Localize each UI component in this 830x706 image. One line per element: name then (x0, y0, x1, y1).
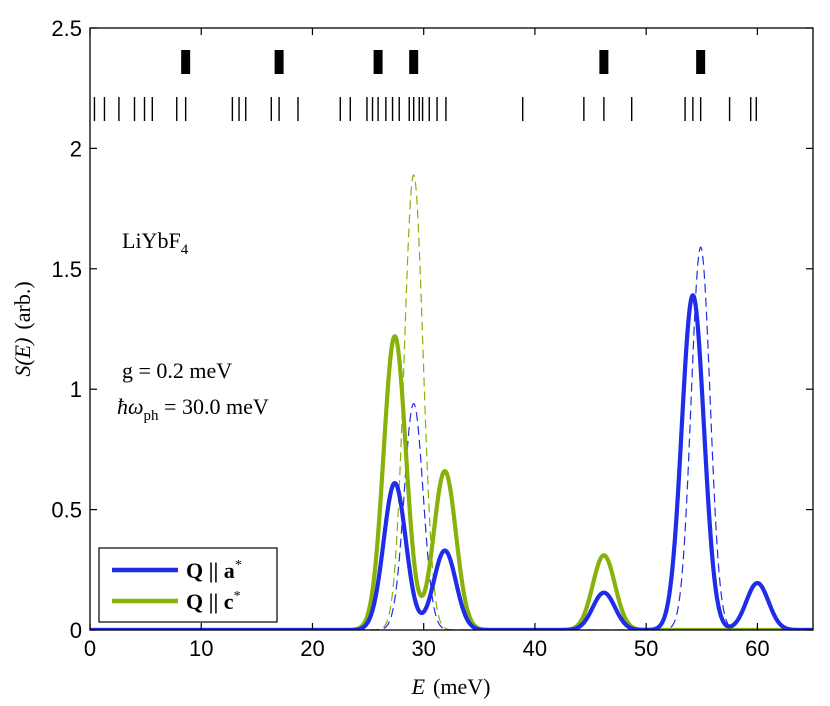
energy-level-ticks (93, 50, 757, 121)
x-tick-label-0: 0 (84, 636, 96, 661)
x-tick-label-5: 50 (634, 636, 658, 661)
y-tick-label-1: 0.5 (51, 498, 82, 523)
legend-box (98, 547, 278, 623)
thick-level-tick-2 (373, 50, 383, 74)
y-tick-label-0: 0 (70, 618, 82, 643)
y-tick-label-3: 1.5 (51, 257, 82, 282)
x-tick-label-3: 30 (411, 636, 435, 661)
x-tick-label-6: 60 (745, 636, 769, 661)
thick-level-tick-3 (409, 50, 419, 74)
x-tick-label-4: 40 (523, 636, 547, 661)
legend: Q || a* Q || c* (98, 547, 278, 623)
series-line-0 (90, 293, 813, 630)
y-tick-label-4: 2 (70, 136, 82, 161)
x-axis-title: E (meV) (411, 674, 491, 699)
axis-ticks (89, 27, 813, 631)
x-tick-label-2: 20 (300, 636, 324, 661)
legend-label-a: Q || a* (186, 558, 242, 583)
plot-frame (89, 27, 814, 631)
y-tick-label-5: 2.5 (51, 16, 82, 41)
y-axis-title: S(E)(arb.) (10, 281, 35, 376)
phonon-annotation: ħωph = 30.0 meV (117, 394, 269, 424)
thick-level-tick-0 (181, 50, 191, 74)
thick-level-tick-5 (696, 50, 706, 74)
x-tick-label-1: 10 (189, 636, 213, 661)
y-tick-labels: 0 0.5 1 1.5 2 2.5 (51, 16, 82, 643)
x-tick-labels: 0 10 20 30 40 50 60 (84, 636, 770, 661)
legend-label-c: Q || c* (186, 589, 241, 614)
y-tick-label-2: 1 (70, 377, 82, 402)
series-line-1 (90, 334, 813, 630)
material-annotation: LiYbF4 (122, 228, 189, 258)
thick-level-tick-4 (599, 50, 609, 74)
thick-level-tick-1 (274, 50, 284, 74)
coupling-annotation: g = 0.2 meV (122, 358, 232, 383)
